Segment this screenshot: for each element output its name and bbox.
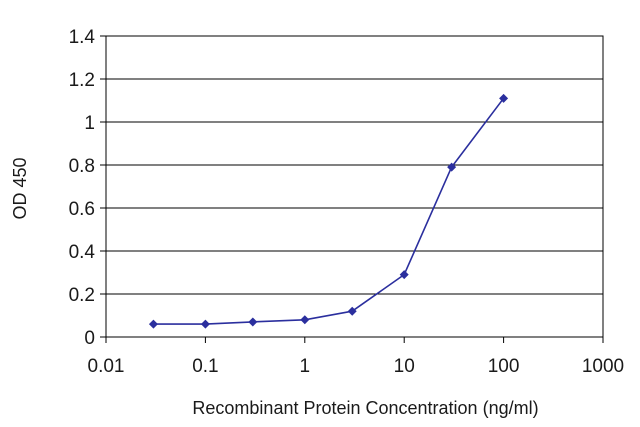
x-tick-label: 0.01 (88, 356, 125, 377)
y-tick-label: 1.4 (69, 27, 96, 48)
data-point (200, 319, 210, 329)
gridlines (106, 78, 603, 295)
axes (100, 35, 604, 343)
x-axis-title: Recombinant Protein Concentration (ng/ml… (192, 398, 538, 418)
y-tick-label: 0.2 (69, 285, 95, 306)
y-tick-label: 0.6 (69, 199, 95, 220)
x-tick-label: 0.1 (192, 356, 218, 377)
y-tick-label: 0.4 (69, 242, 96, 263)
y-tick-label: 0.8 (69, 156, 95, 177)
data-point (399, 270, 409, 280)
data-point (300, 315, 310, 325)
data-point (499, 93, 509, 103)
data-point (347, 306, 357, 316)
series-line (153, 97, 505, 325)
series-layer (148, 93, 509, 329)
x-tick-label: 1 (300, 356, 311, 377)
data-point (447, 162, 457, 172)
data-point (148, 319, 158, 329)
x-tick-label: 100 (488, 356, 520, 377)
data-point (248, 317, 258, 327)
x-tick-label: 1000 (582, 356, 624, 377)
y-axis-title: OD 450 (10, 157, 30, 219)
plot-area-frame (105, 35, 604, 338)
y-tick-label: 0 (84, 328, 95, 349)
y-tick-label: 1 (84, 113, 95, 134)
tick-labels: 0 0.2 0.4 0.6 0.8 1 1.2 1.4 0.01 0.1 1 10 100 1000 (69, 27, 625, 377)
y-tick-label: 1.2 (69, 70, 95, 91)
x-tick-label: 10 (394, 356, 415, 377)
